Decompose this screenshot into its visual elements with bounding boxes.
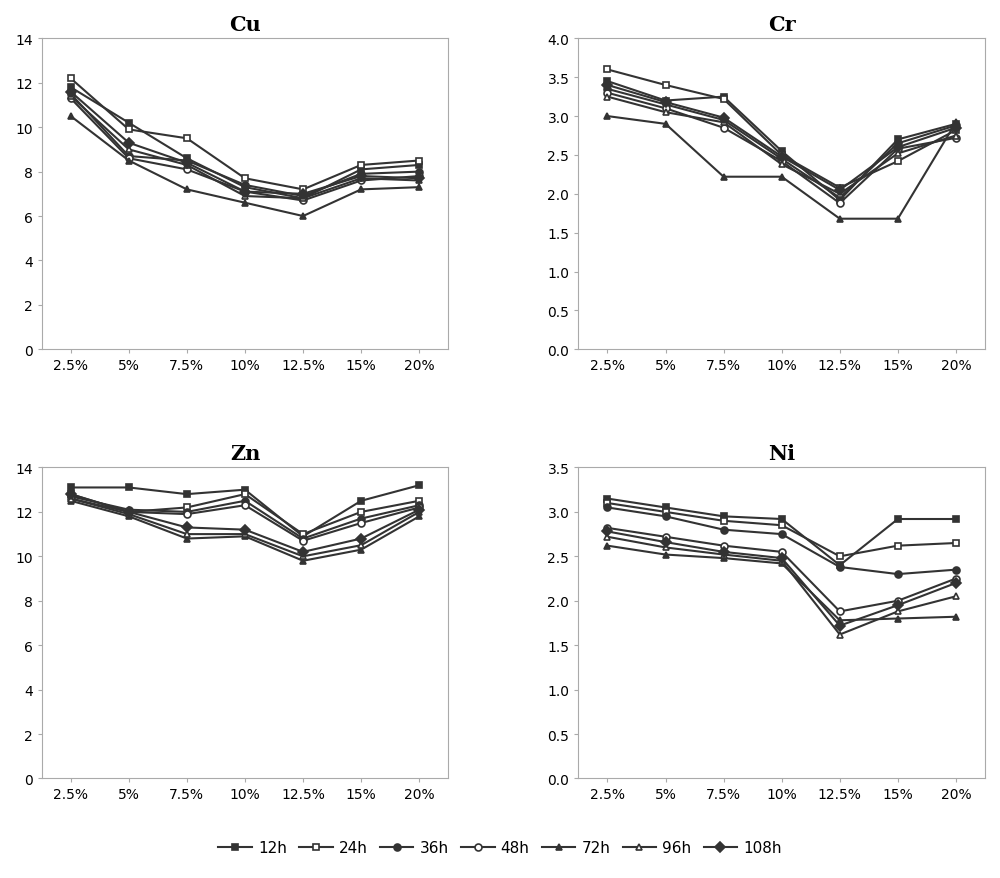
Title: Ni: Ni: [768, 443, 795, 464]
Legend: 12h, 24h, 36h, 48h, 72h, 96h, 108h: 12h, 24h, 36h, 48h, 72h, 96h, 108h: [212, 834, 788, 861]
Title: Zn: Zn: [230, 443, 260, 464]
Title: Cu: Cu: [229, 15, 261, 35]
Title: Cr: Cr: [768, 15, 796, 35]
